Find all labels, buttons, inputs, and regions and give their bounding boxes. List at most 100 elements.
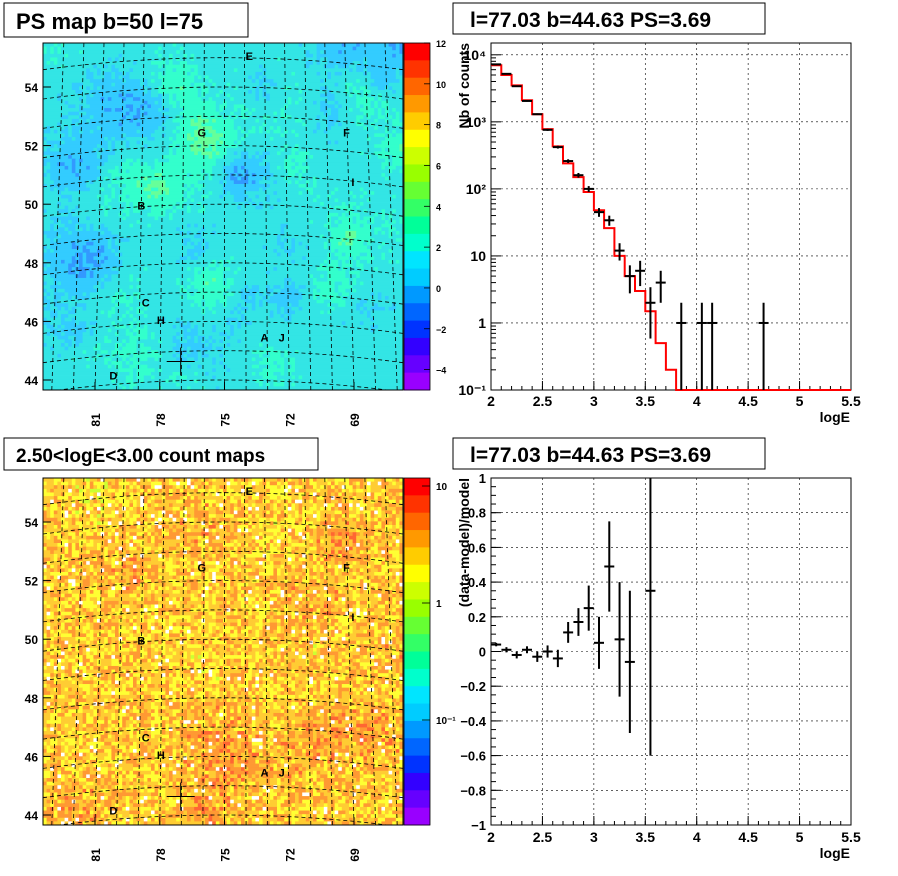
map-cell [295, 238, 328, 242]
map-cell [68, 489, 72, 493]
map-cell [309, 572, 317, 576]
map-cell [212, 547, 216, 551]
map-cell [266, 485, 277, 489]
map-cell [295, 162, 299, 166]
map-cell [97, 525, 101, 529]
map-cell [83, 263, 94, 267]
map-cell [320, 507, 324, 511]
map-cell [342, 282, 350, 286]
map-cell [115, 568, 123, 572]
y-tick-label: 54 [25, 81, 39, 95]
map-cell [47, 525, 55, 529]
map-cell [360, 90, 364, 94]
map-cell [151, 347, 173, 351]
map-cell [90, 568, 94, 572]
map-cell [86, 547, 97, 551]
map-cell [291, 547, 295, 551]
map-cell [266, 561, 270, 565]
map-cell [83, 543, 87, 547]
map-cell [389, 115, 393, 119]
map-cell [230, 558, 238, 562]
map-cell [151, 518, 155, 522]
map-cell [363, 112, 374, 116]
map-cell [108, 227, 177, 231]
map-cell [144, 539, 148, 543]
map-cell [216, 303, 224, 307]
map-cell [234, 126, 238, 130]
map-cell [385, 217, 389, 221]
map-cell [57, 310, 68, 314]
map-cell [86, 511, 90, 515]
map-cell [97, 521, 101, 525]
map-cell [187, 354, 198, 358]
map-cell [263, 514, 274, 518]
map-cell [111, 354, 115, 358]
map-cell [248, 202, 252, 206]
map-cell [54, 478, 62, 482]
map-cell [360, 518, 364, 522]
map-cell [291, 307, 299, 311]
map-cell [331, 220, 335, 224]
map-cell [263, 354, 271, 358]
map-cell [291, 151, 295, 155]
map-cell [381, 485, 385, 489]
map-cell [111, 300, 115, 304]
map-cell [216, 151, 220, 155]
map-cell [331, 303, 339, 307]
map-cell [295, 368, 403, 372]
map-cell [133, 97, 141, 101]
map-cell [335, 141, 339, 145]
map-cell [270, 500, 274, 504]
map-cell [194, 518, 198, 522]
map-cell [266, 568, 274, 572]
map-cell [194, 119, 198, 123]
map-cell [198, 478, 202, 482]
map-cell [173, 325, 177, 329]
map-cell [320, 521, 324, 525]
map-cell [313, 514, 317, 518]
map-cell [50, 576, 54, 580]
map-cell [111, 278, 129, 282]
colorbar-segment [404, 321, 430, 339]
map-cell [230, 478, 234, 482]
map-cell [147, 112, 162, 116]
map-cell [263, 202, 321, 206]
map-cell [266, 123, 302, 127]
map-cell [104, 188, 112, 192]
map-cell [104, 162, 122, 166]
map-cell [183, 115, 198, 119]
map-cell [97, 343, 101, 347]
map-cell [194, 191, 209, 195]
map-cell [371, 568, 379, 572]
map-cell [313, 278, 317, 282]
map-cell [72, 159, 76, 163]
map-cell [183, 206, 187, 210]
map-cell [111, 267, 144, 271]
map-cell [371, 72, 397, 76]
map-cell [68, 579, 76, 583]
map-cell [219, 339, 223, 343]
map-cell [165, 57, 169, 61]
map-cell [65, 54, 69, 58]
map-cell [371, 547, 379, 551]
map-cell [216, 263, 220, 267]
map-cell [349, 536, 357, 540]
map-cell [234, 572, 238, 576]
map-cell [61, 235, 119, 239]
map-cell [302, 496, 310, 500]
map-cell [338, 285, 353, 289]
map-cell [230, 336, 403, 340]
map-cell [180, 507, 184, 511]
map-cell [353, 217, 357, 221]
map-cell [219, 260, 223, 264]
map-cell [392, 536, 396, 540]
map-cell [281, 245, 285, 249]
map-cell [338, 492, 342, 496]
map-cell [212, 361, 216, 365]
map-cell [306, 514, 314, 518]
map-cell [83, 518, 91, 522]
map-cell [108, 532, 112, 536]
map-cell [68, 198, 72, 202]
map-cell [273, 361, 277, 365]
map-cell [183, 583, 187, 587]
